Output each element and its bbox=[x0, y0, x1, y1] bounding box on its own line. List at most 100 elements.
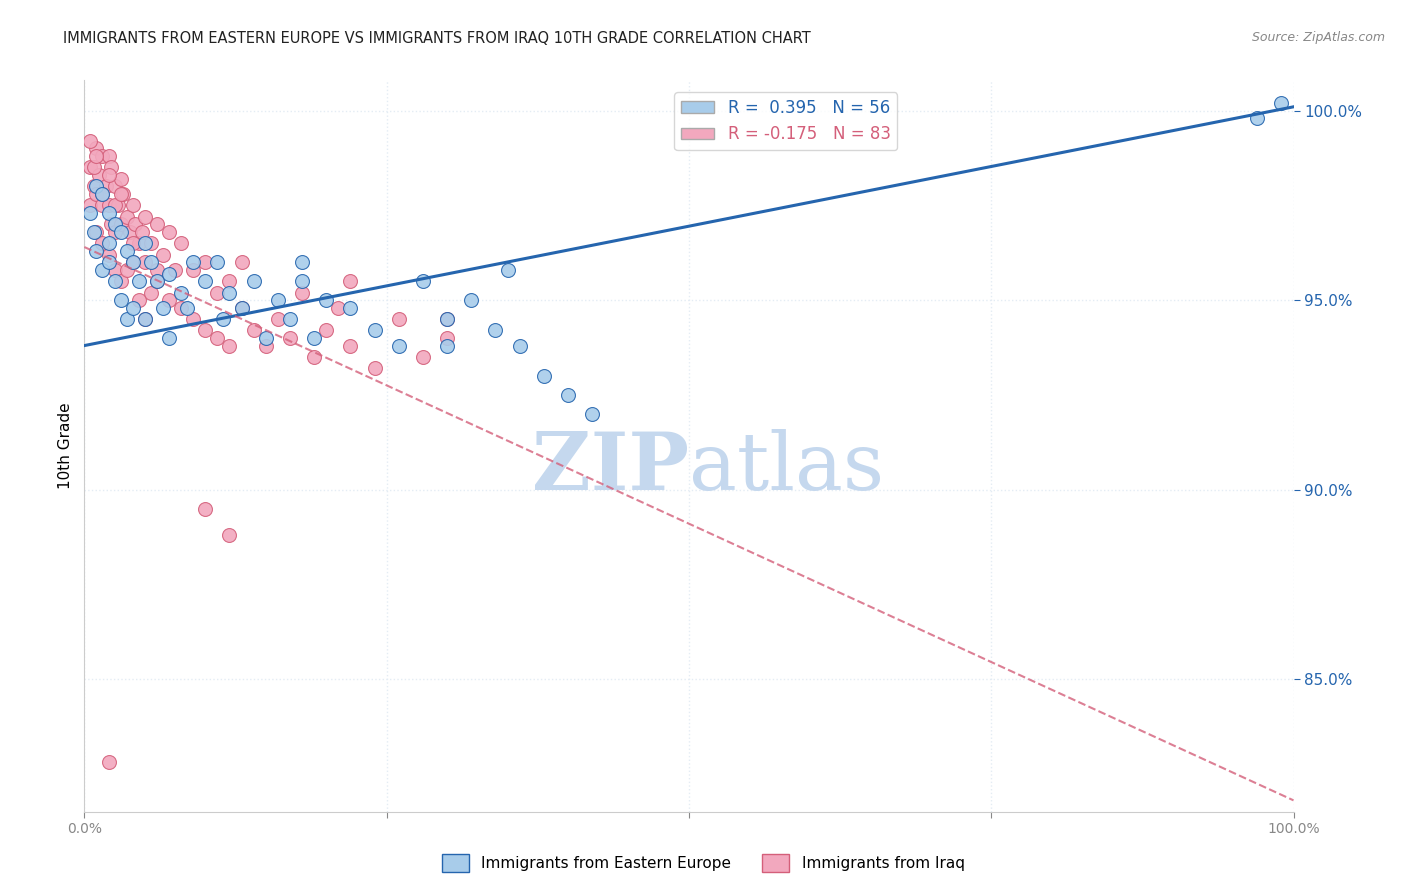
Point bbox=[124, 217, 146, 231]
Point bbox=[79, 206, 101, 220]
Point bbox=[91, 149, 114, 163]
Point bbox=[134, 255, 156, 269]
Point bbox=[533, 368, 555, 383]
Point bbox=[115, 244, 138, 258]
Point bbox=[83, 161, 105, 175]
Point bbox=[207, 285, 229, 300]
Point bbox=[218, 338, 240, 352]
Point bbox=[86, 186, 108, 201]
Point bbox=[388, 338, 411, 352]
Point bbox=[388, 312, 411, 326]
Point bbox=[436, 312, 458, 326]
Point bbox=[104, 179, 127, 194]
Point bbox=[131, 225, 153, 239]
Point bbox=[115, 262, 138, 277]
Point bbox=[460, 293, 482, 307]
Point bbox=[86, 149, 108, 163]
Point bbox=[121, 255, 143, 269]
Point bbox=[315, 323, 337, 337]
Point bbox=[110, 171, 132, 186]
Point bbox=[146, 274, 169, 288]
Point bbox=[110, 186, 132, 201]
Point bbox=[194, 255, 217, 269]
Point bbox=[97, 149, 120, 163]
Point bbox=[128, 236, 150, 251]
Point bbox=[315, 293, 337, 307]
Point bbox=[176, 301, 198, 315]
Point bbox=[152, 247, 174, 261]
Point bbox=[121, 198, 143, 212]
Text: atlas: atlas bbox=[689, 429, 884, 507]
Y-axis label: 10th Grade: 10th Grade bbox=[58, 402, 73, 490]
Point bbox=[104, 262, 127, 277]
Point bbox=[79, 198, 101, 212]
Point bbox=[97, 255, 120, 269]
Point bbox=[231, 255, 253, 269]
Point bbox=[104, 217, 127, 231]
Point bbox=[302, 350, 325, 364]
Point bbox=[1246, 111, 1268, 125]
Point bbox=[91, 236, 114, 251]
Legend: Immigrants from Eastern Europe, Immigrants from Iraq: Immigrants from Eastern Europe, Immigran… bbox=[434, 846, 972, 880]
Point bbox=[363, 361, 385, 376]
Point bbox=[100, 161, 122, 175]
Point bbox=[110, 293, 132, 307]
Point bbox=[146, 274, 169, 288]
Point bbox=[139, 255, 162, 269]
Point bbox=[104, 274, 127, 288]
Point bbox=[97, 236, 120, 251]
Point bbox=[181, 255, 204, 269]
Point bbox=[157, 293, 180, 307]
Point bbox=[254, 331, 277, 345]
Point bbox=[139, 236, 162, 251]
Point bbox=[128, 293, 150, 307]
Point bbox=[134, 236, 156, 251]
Point bbox=[139, 285, 162, 300]
Point bbox=[100, 217, 122, 231]
Point bbox=[91, 262, 114, 277]
Point bbox=[170, 285, 193, 300]
Point bbox=[110, 217, 132, 231]
Point bbox=[91, 186, 114, 201]
Point bbox=[412, 274, 434, 288]
Point bbox=[181, 312, 204, 326]
Point bbox=[218, 274, 240, 288]
Point bbox=[97, 198, 120, 212]
Point bbox=[1270, 95, 1292, 110]
Point bbox=[436, 312, 458, 326]
Point bbox=[157, 331, 180, 345]
Point bbox=[302, 331, 325, 345]
Point bbox=[83, 225, 105, 239]
Point bbox=[104, 225, 127, 239]
Point bbox=[581, 407, 603, 421]
Point bbox=[170, 236, 193, 251]
Point bbox=[207, 255, 229, 269]
Point bbox=[194, 323, 217, 337]
Point bbox=[436, 338, 458, 352]
Point bbox=[212, 312, 235, 326]
Point bbox=[291, 285, 314, 300]
Point bbox=[242, 274, 264, 288]
Point bbox=[194, 501, 217, 516]
Point bbox=[121, 255, 143, 269]
Point bbox=[146, 217, 169, 231]
Point bbox=[339, 274, 361, 288]
Point bbox=[484, 323, 506, 337]
Point bbox=[120, 225, 142, 239]
Point bbox=[86, 225, 108, 239]
Point bbox=[87, 168, 110, 182]
Point bbox=[157, 267, 180, 281]
Point bbox=[181, 262, 204, 277]
Point bbox=[218, 285, 240, 300]
Point bbox=[97, 756, 120, 770]
Point bbox=[267, 312, 290, 326]
Point bbox=[121, 236, 143, 251]
Point bbox=[254, 338, 277, 352]
Point bbox=[86, 244, 108, 258]
Point bbox=[110, 225, 132, 239]
Point bbox=[86, 179, 108, 194]
Point bbox=[91, 186, 114, 201]
Point bbox=[170, 301, 193, 315]
Text: IMMIGRANTS FROM EASTERN EUROPE VS IMMIGRANTS FROM IRAQ 10TH GRADE CORRELATION CH: IMMIGRANTS FROM EASTERN EUROPE VS IMMIGR… bbox=[63, 31, 811, 46]
Point bbox=[363, 323, 385, 337]
